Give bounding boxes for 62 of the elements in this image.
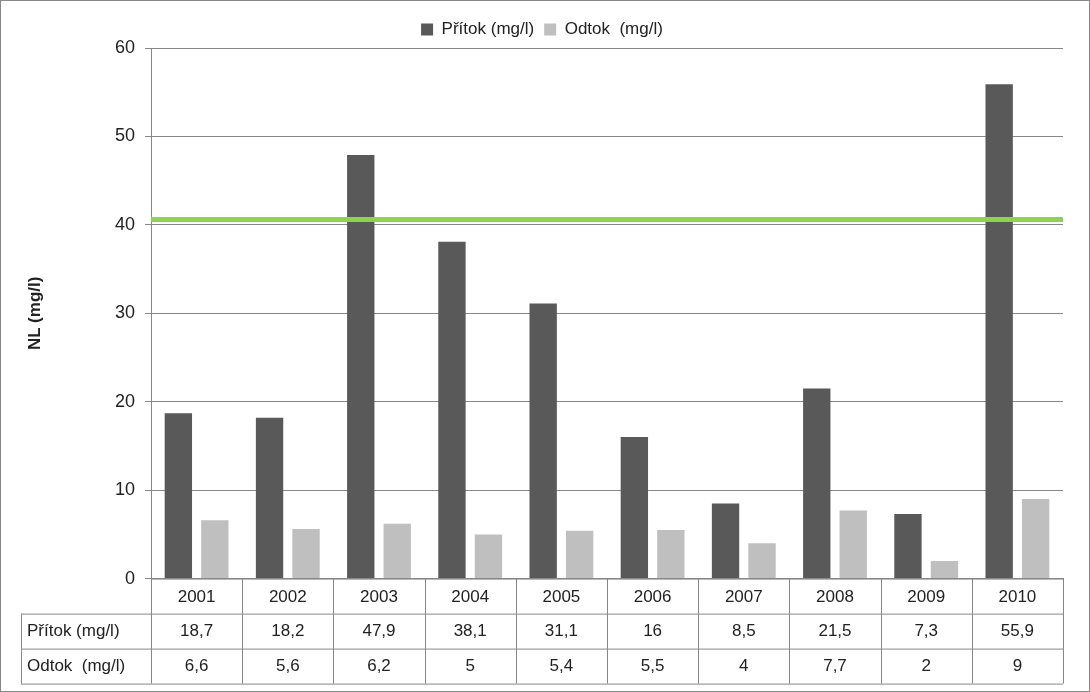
x-tick-label: 2003 xyxy=(360,587,398,607)
bar xyxy=(529,303,557,579)
x-tick-label: 2002 xyxy=(268,587,307,607)
x-tick-label: 2008 xyxy=(816,587,854,607)
data-label: 2 xyxy=(921,655,931,675)
data-label: 7,3 xyxy=(914,620,939,640)
data-label: 9 xyxy=(1012,655,1023,675)
bar xyxy=(1021,499,1050,579)
bar xyxy=(255,417,284,579)
bar xyxy=(894,514,922,579)
data-label: 16 xyxy=(643,620,663,640)
bar xyxy=(748,543,776,579)
data-label: 6,6 xyxy=(184,655,209,675)
bar xyxy=(347,155,375,579)
bar xyxy=(711,503,740,579)
text: Odtok (mg/l) xyxy=(27,655,126,675)
data-label: 38,1 xyxy=(453,620,487,640)
data-label: 31,1 xyxy=(544,620,578,640)
x-tick-label: 2001 xyxy=(177,587,216,607)
bar xyxy=(565,530,594,579)
bar xyxy=(930,560,959,579)
y-tick-label: 50 xyxy=(114,125,135,146)
bar xyxy=(985,84,1013,579)
legend-label: Přítok (mg/l) xyxy=(441,19,535,39)
x-tick-label: 2005 xyxy=(542,587,581,607)
bar xyxy=(474,534,503,579)
x-tick-label: 2004 xyxy=(451,587,490,607)
x-tick-label: 2006 xyxy=(633,587,672,607)
data-label: 8,5 xyxy=(731,620,756,640)
bar xyxy=(438,241,466,579)
data-label: 5 xyxy=(465,655,475,675)
x-tick-label: 2009 xyxy=(907,587,946,607)
data-label: 18,7 xyxy=(180,620,214,640)
data-label: 6,2 xyxy=(367,655,391,675)
bar xyxy=(803,388,831,579)
y-tick-label: 40 xyxy=(114,213,135,234)
bar xyxy=(201,520,229,579)
x-tick-label: 2010 xyxy=(998,587,1037,607)
data-label: 4 xyxy=(739,655,749,675)
data-label: 47,9 xyxy=(362,620,396,640)
bar xyxy=(839,510,867,579)
y-tick-label: 30 xyxy=(114,302,135,323)
y-tick-label: 0 xyxy=(124,567,135,588)
data-label: 21,5 xyxy=(818,620,852,640)
data-label: 7,7 xyxy=(823,655,847,675)
x-tick-label: 2007 xyxy=(724,587,763,607)
data-label: 5,6 xyxy=(275,655,300,675)
data-label: 55,9 xyxy=(1000,620,1034,640)
y-axis-title: NL (mg/l) xyxy=(24,276,44,350)
y-tick-label: 60 xyxy=(114,36,135,57)
data-label: 5,5 xyxy=(640,655,665,675)
text: Přítok (mg/l) xyxy=(27,620,120,640)
bar xyxy=(292,529,320,579)
bar xyxy=(164,413,193,579)
data-label: 18,2 xyxy=(271,620,305,640)
y-tick-label: 20 xyxy=(114,390,135,411)
legend-label: Odtok (mg/l) xyxy=(564,19,663,39)
data-label: 5,4 xyxy=(549,655,574,675)
y-tick-label: 10 xyxy=(114,479,135,500)
bar xyxy=(620,437,649,579)
bar xyxy=(383,523,411,579)
bar xyxy=(657,529,685,579)
